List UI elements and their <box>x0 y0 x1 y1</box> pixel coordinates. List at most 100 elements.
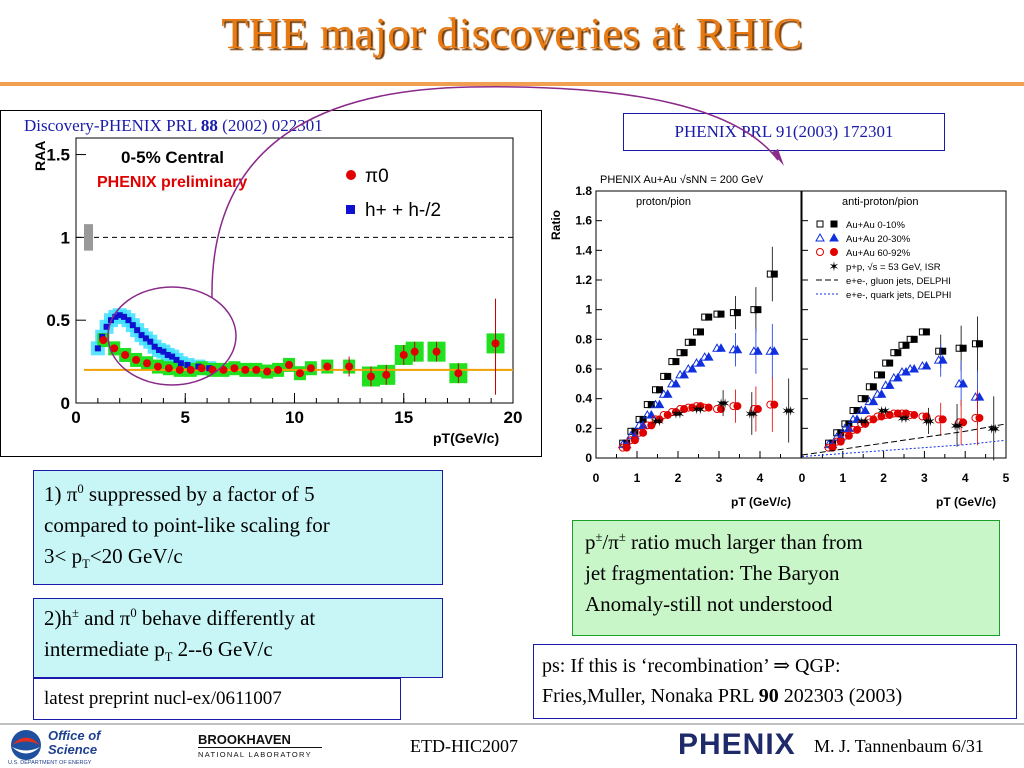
raa-pi0-point <box>274 365 283 374</box>
raa-y-tick-label: 1 <box>61 228 70 247</box>
ratio-marker-filled <box>662 389 673 398</box>
raa-normalization-box <box>84 224 93 251</box>
ratio-y-tick-label: 1.2 <box>575 273 592 287</box>
raa-y-tick-label: 1.5 <box>46 146 70 165</box>
raa-pi0-point <box>121 350 130 359</box>
ratio-marker-filled <box>877 412 886 421</box>
ratio-marker-filled <box>647 421 656 430</box>
box1-line3-post: <20 GeV/c <box>89 544 183 568</box>
ratio-marker-open: ✶ <box>716 396 727 411</box>
ratio-marker-filled: ✶ <box>954 418 965 433</box>
raa-pi0-point <box>345 362 354 371</box>
raa-pi0-point <box>153 362 162 371</box>
ratio-marker-filled <box>860 405 871 415</box>
ratio-marker-filled <box>630 436 639 445</box>
raa-x-tick-label: 5 <box>181 408 190 427</box>
ratio-marker-filled <box>671 378 681 388</box>
ratio-legend-entry: e+e-, quark jets, DELPHI <box>846 290 951 301</box>
box4-line3: Anomaly-still not understood <box>585 592 833 616</box>
ratio-marker-filled <box>688 338 696 346</box>
raa-legend-pi0-marker <box>346 170 356 180</box>
ratio-marker-filled <box>885 410 894 419</box>
raa-pi0-point <box>399 350 408 359</box>
ratio-marker-filled <box>638 420 648 429</box>
office-of-science-logo: Office of Science U.S. DEPARTMENT OF ENE… <box>8 728 102 766</box>
bnl-rule <box>198 747 322 748</box>
ratio-legend-marker-open <box>816 220 824 228</box>
ratio-marker-open: ✶ <box>921 414 932 429</box>
ratio-x-tick-label: 3 <box>716 471 723 485</box>
ratio-marker-filled <box>959 344 967 352</box>
slide-title: THE major discoveries at RHIC <box>221 9 803 58</box>
ratio-legend-entry: Au+Au 60-92% <box>846 248 911 259</box>
ratio-marker-filled <box>680 349 688 357</box>
ratio-marker-filled <box>680 405 689 414</box>
ratio-marker-open: ✶ <box>986 421 997 436</box>
ratio-marker-filled: ✶ <box>880 404 891 419</box>
ratio-marker-open: ✶ <box>650 414 661 429</box>
box1-line3-pre: 3< p <box>44 544 83 568</box>
raa-pi0-point <box>454 369 463 378</box>
left-reference: Discovery-PHENIX PRL 88 (2002) 022301 <box>24 116 323 136</box>
ratio-marker-filled <box>892 372 903 382</box>
ratio-title: PHENIX Au+Au √sNN = 200 GeV <box>600 174 764 186</box>
footer-conference: ETD-HIC2007 <box>410 736 518 756</box>
ratio-marker-filled <box>687 363 698 373</box>
box1-line3-sub: T <box>82 557 90 572</box>
bnl-line1: BROOKHAVEN <box>198 732 291 747</box>
ratio-marker-filled <box>909 363 920 373</box>
ratio-marker-open: ✶ <box>950 418 961 433</box>
phenix-logo: PHENIX <box>678 728 796 761</box>
finding-box-1: 1) π0 suppressed by a factor of 5 compar… <box>33 470 443 585</box>
raa-pi0-point <box>285 360 294 369</box>
ratio-marker-open: ✶ <box>897 411 908 426</box>
ratio-y-tick-label: 1.6 <box>575 214 592 228</box>
ratio-marker-filled <box>959 418 968 427</box>
raa-pi0-point <box>164 364 173 373</box>
ratio-marker-filled: ✶ <box>990 421 1001 436</box>
ratio-marker-filled <box>844 423 854 432</box>
ratio-marker-filled: ✶ <box>901 411 912 426</box>
ratio-marker-filled <box>974 392 985 401</box>
box2-line2-pre: intermediate p <box>44 637 165 661</box>
ratio-marker-filled <box>853 425 862 434</box>
ratio-marker-filled <box>733 402 742 411</box>
box5-line2-post: 202303 (2003) <box>778 685 903 707</box>
box5-line2-vol: 90 <box>758 685 779 707</box>
box5-line2-pre: Fries,Muller, Nonaka PRL <box>542 685 759 707</box>
ratio-marker-filled <box>878 371 886 379</box>
raa-pi0-point <box>99 336 108 345</box>
box2-pi-sup: 0 <box>130 606 137 620</box>
ratio-marker-filled: ✶ <box>925 414 936 429</box>
box4-pi: π <box>608 530 619 554</box>
ratio-y-tick-label: 0.2 <box>575 421 592 435</box>
raa-legend-hadron: h+ + h-/2 <box>365 200 441 221</box>
box1-text1: suppressed by a factor of 5 <box>83 482 315 506</box>
ratio-marker-filled <box>656 386 663 394</box>
ratio-x-tick-label: 4 <box>757 471 764 485</box>
ratio-marker-filled <box>703 352 714 361</box>
raa-pi0-point <box>132 355 141 364</box>
ratio-marker-filled: ✶ <box>654 414 665 429</box>
raa-x-tick-label: 15 <box>394 408 413 427</box>
footer-author-page: M. J. Tannenbaum 6/31 <box>814 736 984 756</box>
ratio-x-tick-label: 2 <box>880 471 887 485</box>
ratio-y-tick-label: 1.8 <box>575 184 592 198</box>
ratio-marker-filled <box>705 313 713 321</box>
ratio-x-tick-label: 3 <box>921 471 928 485</box>
ratio-marker-filled <box>975 413 984 422</box>
box5-pre: ps: If this is ‘recombination’ <box>542 655 774 677</box>
ratio-marker-filled <box>622 443 631 452</box>
ratio-marker-open: ✶ <box>856 414 867 429</box>
box1-num: 1) <box>44 482 67 506</box>
box2-pm: ± <box>72 606 79 620</box>
ratio-y-tick-label: 0.4 <box>575 392 592 406</box>
raa-pi0-point <box>366 372 375 381</box>
ratio-marker-filled <box>938 415 947 424</box>
ratio-marker-filled <box>716 343 726 352</box>
box2-pi: π <box>119 606 131 630</box>
ratio-y-tick-label: 0 <box>585 451 592 465</box>
raa-pi0-point <box>410 347 419 356</box>
doe-swirl-icon <box>11 730 41 760</box>
raa-x-axis-label: pT(GeV/c) <box>433 430 499 446</box>
